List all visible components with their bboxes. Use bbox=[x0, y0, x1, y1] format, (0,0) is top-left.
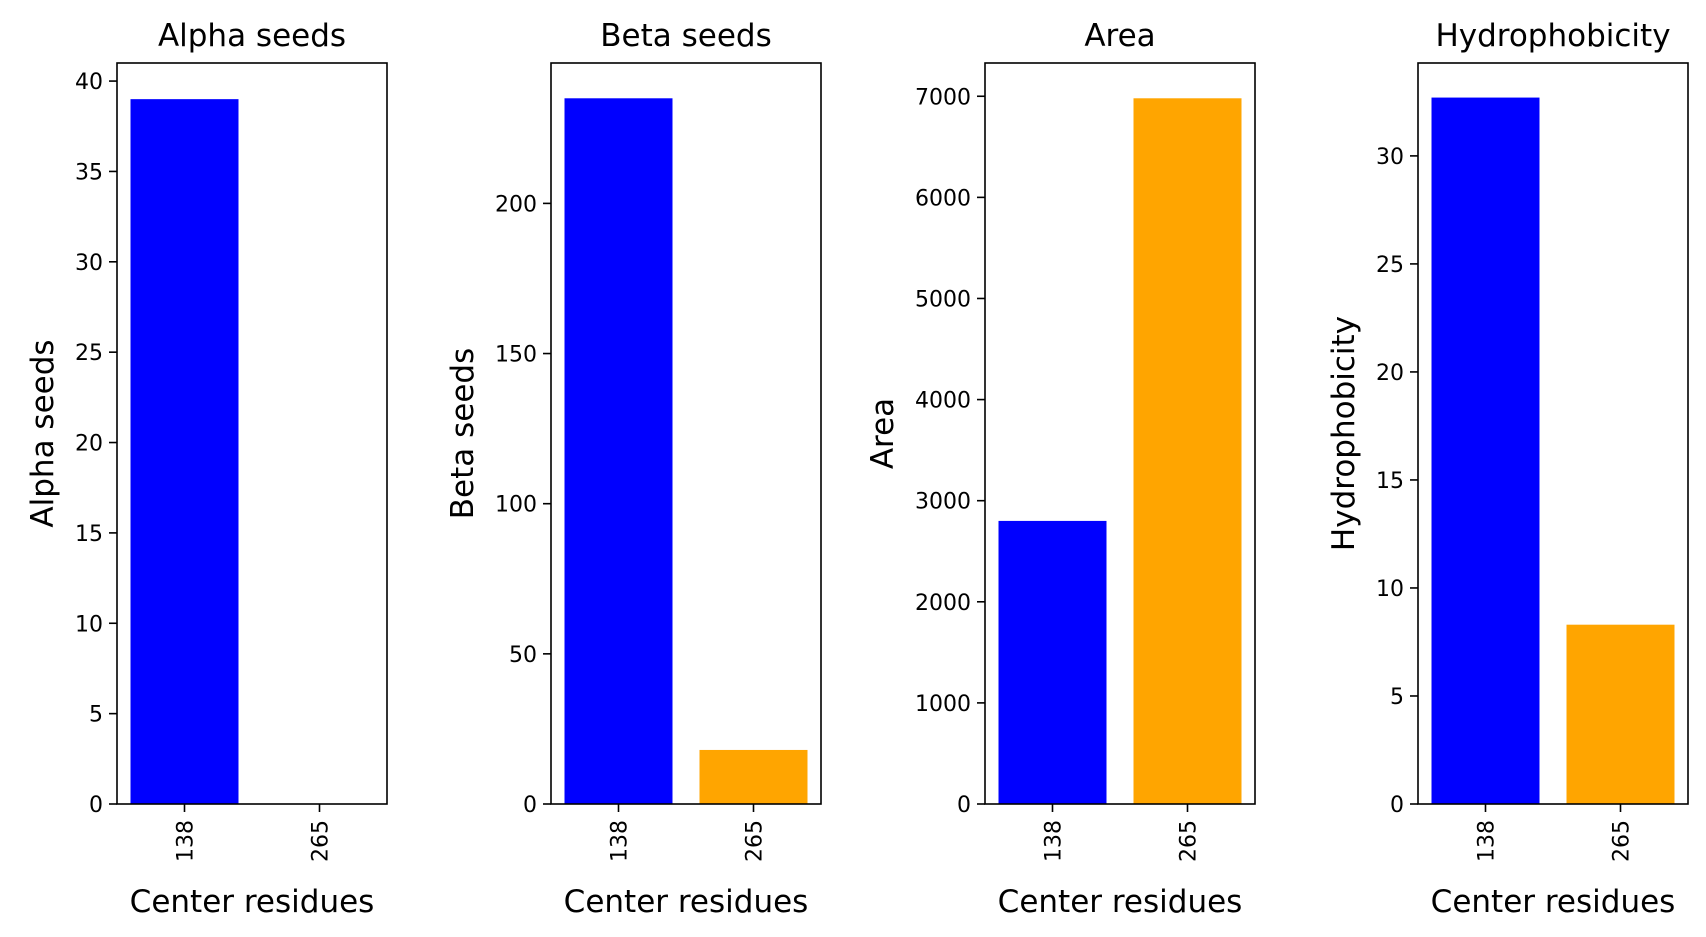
y-tick-label: 30 bbox=[75, 251, 103, 276]
x-axis-label: Center residues bbox=[998, 884, 1243, 920]
plot-frame bbox=[550, 62, 822, 805]
y-tick-label: 7000 bbox=[915, 85, 971, 110]
x-tick-label: 138 bbox=[1475, 820, 1500, 862]
x-axis-label: Center residues bbox=[1431, 884, 1676, 920]
subplot-title: Alpha seeds bbox=[158, 18, 346, 54]
y-tick-label: 20 bbox=[1376, 361, 1404, 386]
y-tick-label: 10 bbox=[1376, 577, 1404, 602]
subplot-4: 0 5 10 15 20 25 30 138 265 Hydrophobicity Center r… bbox=[1326, 18, 1689, 920]
bar-265 bbox=[699, 749, 808, 804]
y-tick-label: 5 bbox=[89, 703, 103, 728]
x-tick-label: 265 bbox=[309, 820, 334, 862]
plot-frame bbox=[116, 62, 388, 805]
y-tick-label: 50 bbox=[509, 643, 537, 668]
plot-frame bbox=[984, 62, 1256, 805]
y-tick-label: 3000 bbox=[915, 490, 971, 515]
subplot-title: Hydrophobicity bbox=[1435, 18, 1670, 54]
y-tick-label: 4000 bbox=[915, 389, 971, 414]
x-tick-label: 138 bbox=[174, 820, 199, 862]
y-tick-label: 0 bbox=[89, 793, 103, 818]
y-tick-label: 35 bbox=[75, 160, 103, 185]
y-tick-label: 2000 bbox=[915, 591, 971, 616]
bar-138 bbox=[998, 520, 1107, 804]
x-tick-label: 138 bbox=[1042, 820, 1067, 862]
y-tick-label: 15 bbox=[75, 522, 103, 547]
x-axis-label: Center residues bbox=[130, 884, 375, 920]
x-tick-label: 265 bbox=[1177, 820, 1202, 862]
y-tick-label: 40 bbox=[75, 70, 103, 95]
x-tick-label: 265 bbox=[1610, 820, 1635, 862]
bar-138 bbox=[130, 99, 239, 804]
y-axis-label: Alpha seeds bbox=[25, 339, 61, 527]
subplot-1: 0 5 10 15 20 25 30 35 40 138 265 Alpha seeds Center … bbox=[25, 18, 388, 920]
bar-265 bbox=[1566, 624, 1675, 804]
y-tick-label: 10 bbox=[75, 612, 103, 637]
y-tick-label: 100 bbox=[495, 493, 537, 518]
y-tick-label: 5000 bbox=[915, 287, 971, 312]
y-tick-label: 0 bbox=[523, 793, 537, 818]
y-axis-label: Area bbox=[865, 398, 901, 469]
subplot-title: Beta seeds bbox=[600, 18, 771, 54]
bar-138 bbox=[564, 98, 673, 805]
x-tick-label: 138 bbox=[608, 820, 633, 862]
y-axis-label: Beta seeds bbox=[445, 348, 481, 519]
y-tick-label: 15 bbox=[1376, 469, 1404, 494]
x-tick-label: 265 bbox=[743, 820, 768, 862]
y-axis-label: Hydrophobicity bbox=[1326, 316, 1362, 551]
subplot-title: Area bbox=[1084, 18, 1155, 54]
y-tick-label: 6000 bbox=[915, 186, 971, 211]
bar-265 bbox=[1133, 98, 1242, 805]
subplot-2: 0 50 100 150 200 138 265 Beta seeds Center resid… bbox=[445, 18, 822, 920]
subplot-3: 0 1000 2000 3000 4000 5000 6000 7000 138 265 Area C… bbox=[865, 18, 1256, 920]
y-tick-label: 20 bbox=[75, 432, 103, 457]
bar-138 bbox=[1431, 97, 1540, 804]
y-tick-label: 0 bbox=[1390, 793, 1404, 818]
x-axis-label: Center residues bbox=[564, 884, 809, 920]
y-tick-label: 0 bbox=[957, 793, 971, 818]
y-tick-label: 200 bbox=[495, 192, 537, 217]
y-tick-label: 25 bbox=[75, 341, 103, 366]
y-tick-label: 5 bbox=[1390, 685, 1404, 710]
y-tick-label: 25 bbox=[1376, 253, 1404, 278]
y-tick-label: 30 bbox=[1376, 145, 1404, 170]
y-tick-label: 1000 bbox=[915, 692, 971, 717]
plot-frame bbox=[1417, 62, 1689, 805]
y-tick-label: 150 bbox=[495, 343, 537, 368]
